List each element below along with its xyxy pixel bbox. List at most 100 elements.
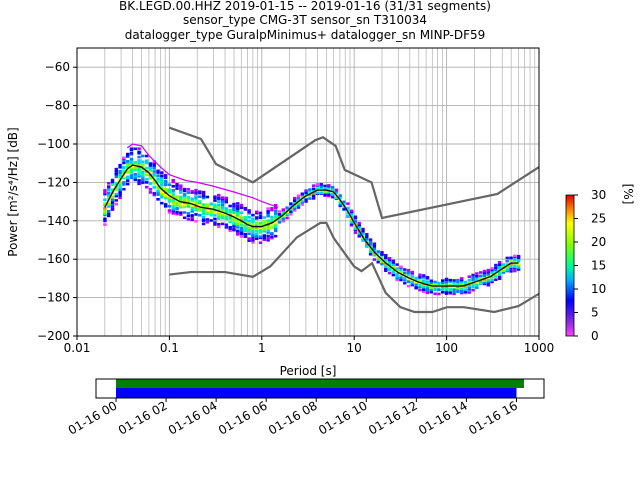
high-noise-model-line bbox=[169, 126, 539, 220]
psd-cell bbox=[308, 193, 312, 197]
psd-cell bbox=[478, 281, 483, 285]
psd-cell bbox=[501, 269, 506, 272]
psd-cell bbox=[486, 278, 490, 282]
psd-cell bbox=[505, 269, 509, 272]
time-tick-label: 01-16 14 bbox=[416, 398, 470, 437]
psd-cell bbox=[220, 208, 225, 212]
psd-cell bbox=[194, 219, 198, 223]
psd-cell bbox=[311, 189, 316, 192]
psd-cell bbox=[247, 209, 251, 212]
psd-cell bbox=[217, 193, 221, 197]
psd-cell bbox=[220, 216, 225, 220]
psd-cell bbox=[175, 187, 179, 190]
psd-cell bbox=[459, 291, 464, 295]
psd-cell bbox=[277, 221, 282, 224]
psd-cell bbox=[171, 212, 175, 215]
psd-cell bbox=[353, 227, 358, 231]
psd-cell bbox=[289, 210, 293, 213]
psd-cell bbox=[319, 183, 323, 186]
psd-cell bbox=[247, 210, 251, 214]
psd-cell bbox=[440, 281, 445, 285]
psd-cell bbox=[163, 203, 168, 206]
psd-cell bbox=[118, 186, 122, 189]
psd-cell bbox=[315, 187, 320, 190]
psd-cell bbox=[357, 234, 361, 238]
psd-cell bbox=[107, 186, 111, 190]
psd-cell bbox=[372, 258, 377, 261]
psd-cell bbox=[494, 270, 498, 274]
psd-cell bbox=[182, 205, 187, 209]
psd-cell bbox=[152, 192, 156, 195]
psd-cell bbox=[110, 178, 115, 182]
psd-cell bbox=[243, 223, 248, 227]
psd-cell bbox=[201, 190, 206, 194]
psd-cell bbox=[475, 278, 479, 281]
psd-cell bbox=[236, 207, 240, 210]
psd-cell bbox=[220, 205, 225, 209]
psd-cell bbox=[224, 226, 229, 229]
psd-cell bbox=[201, 205, 206, 208]
psd-cell bbox=[205, 209, 210, 212]
psd-cell bbox=[243, 216, 248, 219]
psd-cell bbox=[171, 205, 175, 208]
psd-cell bbox=[262, 222, 267, 226]
psd-cell bbox=[125, 169, 130, 172]
psd-cell bbox=[262, 220, 267, 223]
psd-cell bbox=[251, 238, 255, 242]
chart-title-line3: datalogger_type GuralpMinimus+ datalogge… bbox=[125, 28, 486, 42]
psd-cell bbox=[125, 165, 130, 169]
psd-cell bbox=[251, 219, 255, 222]
psd-cell bbox=[486, 280, 490, 283]
psd-cell bbox=[160, 180, 164, 184]
psd-cell bbox=[448, 280, 452, 284]
time-tick-label: 01-16 06 bbox=[216, 398, 270, 437]
psd-cell bbox=[107, 191, 111, 195]
psd-cell bbox=[410, 282, 415, 285]
psd-cell bbox=[103, 223, 107, 226]
psd-cell bbox=[160, 182, 164, 186]
psd-cell bbox=[384, 267, 388, 271]
psd-cell bbox=[516, 268, 521, 271]
psd-cell bbox=[274, 213, 278, 217]
psd-cell bbox=[122, 165, 126, 169]
psd-cell bbox=[107, 209, 111, 213]
y-tick-label: −120 bbox=[37, 175, 70, 189]
psd-cell bbox=[156, 191, 160, 195]
psd-cell bbox=[410, 283, 415, 287]
psd-cell bbox=[395, 263, 399, 266]
psd-cell bbox=[255, 229, 259, 233]
psd-cell bbox=[114, 181, 119, 185]
psd-cell bbox=[285, 212, 289, 216]
psd-cell bbox=[190, 214, 194, 217]
psd-cell bbox=[429, 286, 434, 290]
colorbar-tick-label: 15 bbox=[591, 259, 606, 273]
psd-cell bbox=[247, 219, 251, 223]
psd-cell bbox=[444, 287, 449, 290]
psd-cell bbox=[198, 201, 202, 205]
psd-cell bbox=[217, 211, 221, 215]
psd-cell bbox=[239, 232, 244, 236]
psd-cell bbox=[315, 183, 320, 186]
psd-cell bbox=[274, 203, 278, 207]
psd-cell bbox=[144, 171, 149, 174]
psd-cell bbox=[296, 206, 301, 209]
psd-cell bbox=[163, 205, 168, 208]
psd-cell bbox=[311, 194, 316, 198]
psd-cell bbox=[255, 237, 259, 240]
colorbar-tick-label: 10 bbox=[591, 282, 606, 296]
psd-cell bbox=[137, 174, 141, 178]
psd-cell bbox=[380, 256, 384, 260]
psd-cell bbox=[103, 217, 107, 221]
psd-cell bbox=[213, 214, 217, 217]
psd-cell bbox=[448, 278, 452, 282]
psd-cell bbox=[425, 280, 430, 283]
psd-cell bbox=[186, 188, 191, 191]
psd-cell bbox=[471, 288, 475, 292]
psd-cell bbox=[179, 188, 183, 192]
psd-cell bbox=[133, 174, 137, 178]
psd-cell bbox=[296, 194, 301, 198]
psd-cell bbox=[516, 254, 521, 258]
psd-cell bbox=[224, 196, 229, 200]
psd-cell bbox=[141, 180, 145, 183]
colorbar: 0 5 10 15 20 25 30 [%] bbox=[565, 184, 635, 343]
